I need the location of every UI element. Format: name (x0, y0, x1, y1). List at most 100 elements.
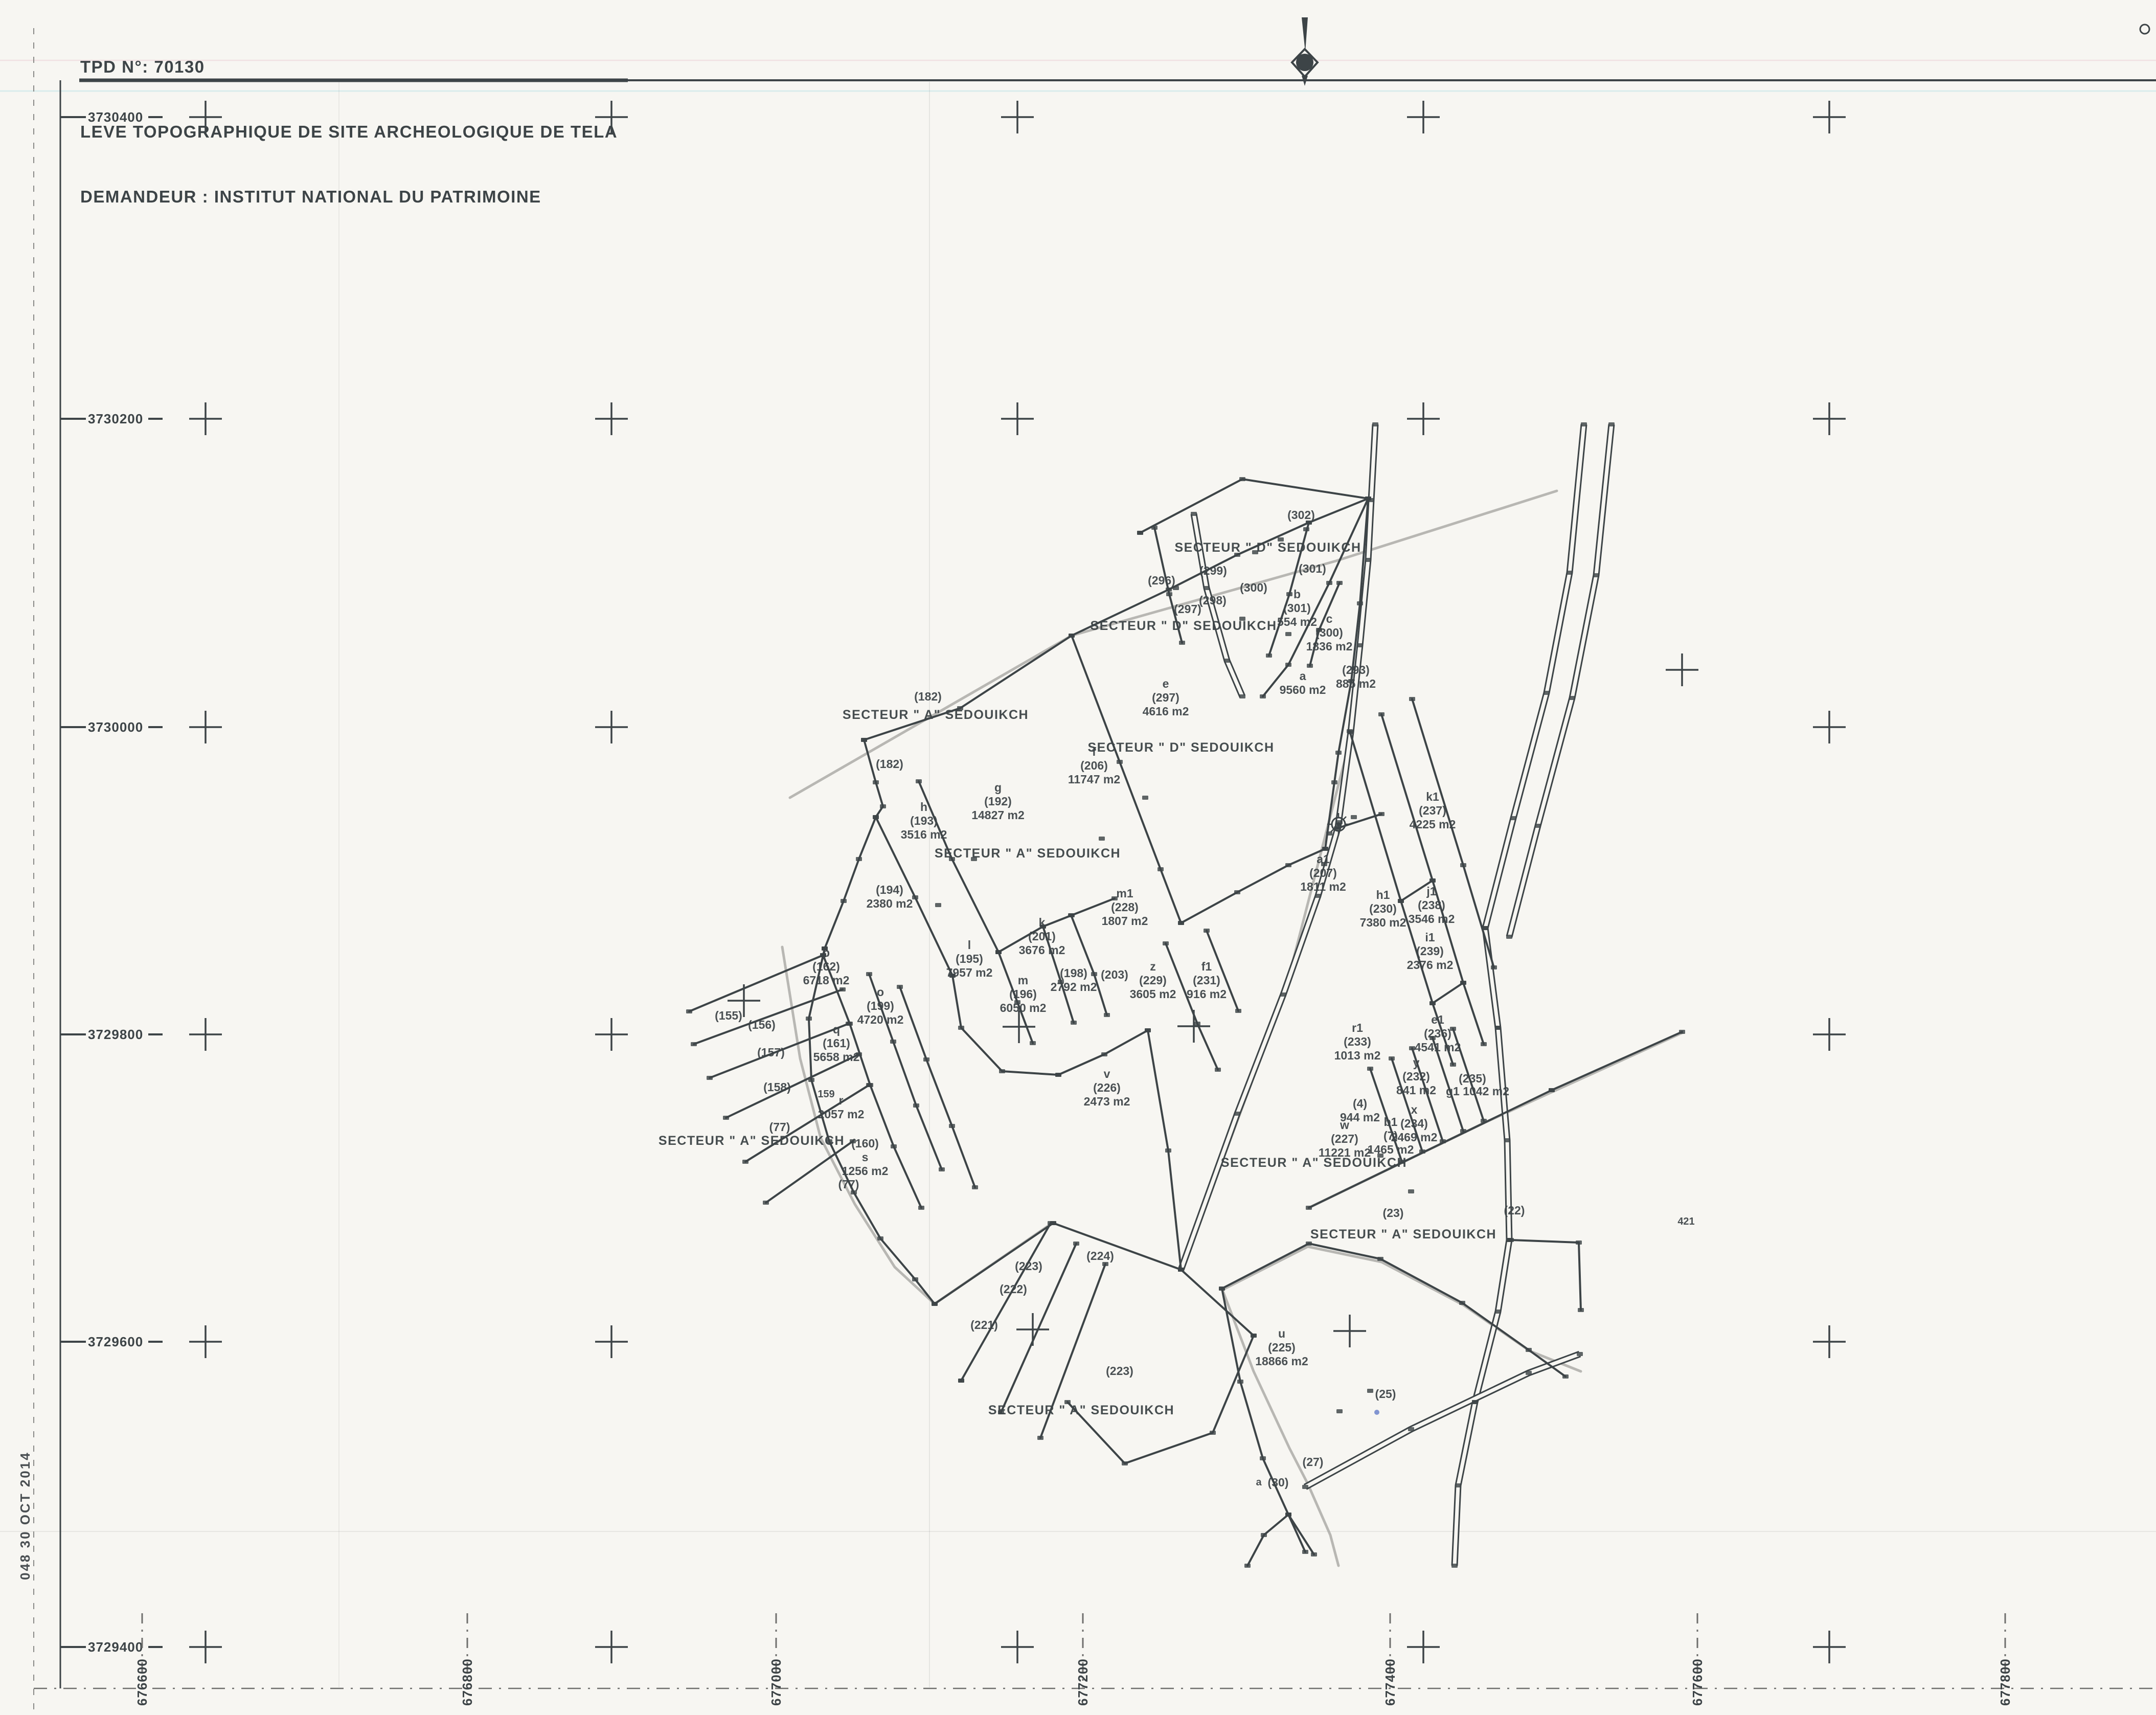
vertex-mark (958, 1379, 964, 1383)
vertex-mark (1399, 1160, 1405, 1164)
vertex-mark (1455, 1483, 1461, 1487)
parcel-label: 1013 m2 (1334, 1049, 1381, 1062)
vertex-mark (839, 987, 846, 991)
parcel-boundary-line (934, 1222, 1182, 1305)
sector-label: SECTEUR " A" SEDOUIKCH (935, 846, 1121, 861)
vertex-mark (856, 1052, 862, 1056)
parcel-label: c (1326, 612, 1333, 625)
vertex-mark (1261, 1533, 1267, 1537)
parcel-label: a (1300, 669, 1306, 683)
parcel-boundary-line (1411, 698, 1495, 968)
vertex-mark (1179, 641, 1185, 645)
col-coordinate-label: 677200 (1075, 1658, 1091, 1706)
parcel-boundary-line (1139, 478, 1369, 534)
parcel-label: (233) (1344, 1035, 1371, 1048)
parcel-label: (234) (1400, 1117, 1428, 1130)
parcel-boundary-line (960, 1222, 1052, 1382)
vertex-mark (1481, 1042, 1487, 1046)
vertex-mark (1450, 1063, 1456, 1067)
vertex-mark (918, 1206, 924, 1210)
parcel-label: (297) (1174, 602, 1201, 616)
vertex-mark (880, 804, 886, 808)
vertex-mark (1142, 796, 1148, 800)
vertex-mark (873, 815, 879, 819)
vertex-mark (890, 1040, 896, 1044)
parcel-boundary-line (899, 986, 976, 1188)
parcel-label: (193) (910, 814, 938, 827)
vertex-mark (1440, 1139, 1446, 1143)
vertex-mark (999, 1069, 1005, 1073)
parcel-label: (238) (1418, 898, 1445, 912)
parcel-label: p (823, 946, 830, 959)
vertex-mark (1104, 1013, 1110, 1017)
vertex-mark (1351, 815, 1357, 819)
vertex-mark (877, 1236, 883, 1240)
vertex-mark (1409, 697, 1415, 701)
vertex-mark (1178, 1268, 1184, 1272)
parcel-label: 18866 m2 (1255, 1355, 1308, 1368)
vertex-mark (1040, 924, 1046, 929)
parcel-label: (23) (1383, 1206, 1404, 1220)
parcel-label: 1465 m2 (1368, 1143, 1414, 1156)
row-coordinate-label: 3729600 (88, 1334, 143, 1349)
vertex-mark (1235, 1009, 1241, 1013)
parcel-label: 3546 m2 (1409, 912, 1455, 926)
parcel-boundary-line (1432, 1037, 1464, 1132)
vertex-mark (1251, 1334, 1257, 1338)
parcel-label: m (1018, 974, 1028, 987)
parcel-boundary-line (688, 954, 824, 1012)
parcel-label: (228) (1111, 900, 1139, 914)
vertex-mark (1506, 1238, 1512, 1242)
parcel-label: 2376 m2 (1407, 958, 1454, 972)
parcel-label: (229) (1139, 974, 1167, 987)
vertex-mark (1495, 1310, 1501, 1314)
parcel-label: 4225 m2 (1410, 818, 1456, 831)
parcel-boundary-line (1180, 848, 1326, 924)
parcel-label: 6718 m2 (803, 974, 850, 987)
parcel-label: 9560 m2 (1280, 683, 1326, 696)
parcel-label: 11221 m2 (1319, 1146, 1371, 1159)
parcel-label: (155) (715, 1009, 742, 1022)
vertex-mark (742, 1160, 748, 1164)
sector-label: SECTEUR " D" SEDOUIKCH (1174, 540, 1361, 555)
parcel-label: (4) (1353, 1097, 1367, 1110)
pencil-line (1221, 1245, 1582, 1373)
parcel-label: 3676 m2 (1019, 943, 1065, 957)
vertex-mark (1117, 760, 1123, 764)
row-coordinate-label: 3730400 (88, 109, 143, 125)
vertex-mark (856, 857, 862, 861)
vertex-mark (916, 779, 922, 783)
parcel-label: 4541 m2 (1415, 1041, 1461, 1054)
vertex-mark (1194, 1022, 1200, 1026)
vertex-mark (1451, 1564, 1458, 1568)
vertex-mark (847, 1022, 853, 1026)
sector-label: SECTEUR " A" SEDOUIKCH (1310, 1227, 1496, 1242)
vertex-mark (1306, 1206, 1312, 1210)
document-title: LEVE TOPOGRAPHIQUE DE SITE ARCHEOLOGIQUE… (80, 122, 618, 142)
vertex-mark (1285, 663, 1291, 667)
vertex-mark (1058, 980, 1064, 984)
parcel-label: (182) (876, 757, 903, 771)
vertex-mark (1311, 1552, 1317, 1556)
parcel-label: 916 m2 (1187, 987, 1227, 1001)
parcel-label: j1 (1426, 885, 1436, 898)
parcel-boundary-line (1221, 1288, 1306, 1553)
vertex-mark (1378, 712, 1385, 716)
vertex-mark (897, 985, 903, 989)
parcel-label: (195) (956, 952, 983, 965)
vertex-mark (822, 946, 828, 951)
parcel-label: m1 (1116, 887, 1133, 900)
vertex-mark (1166, 588, 1172, 592)
parcel-label: o (877, 985, 884, 999)
parcel-label: a (1256, 1477, 1262, 1488)
parcel-label: (299) (1199, 564, 1227, 577)
parcel-label: (226) (1093, 1081, 1121, 1094)
vertex-mark (1593, 573, 1599, 577)
parcel-label: 14827 m2 (971, 808, 1025, 822)
parcel-boundary-line (1432, 982, 1464, 1004)
parcel-label: 5658 m2 (813, 1050, 860, 1064)
parcel-label: (225) (1268, 1341, 1296, 1354)
parcel-label: (222) (1000, 1282, 1027, 1296)
parcel-label: (221) (970, 1318, 998, 1332)
vertex-mark (1068, 913, 1074, 917)
